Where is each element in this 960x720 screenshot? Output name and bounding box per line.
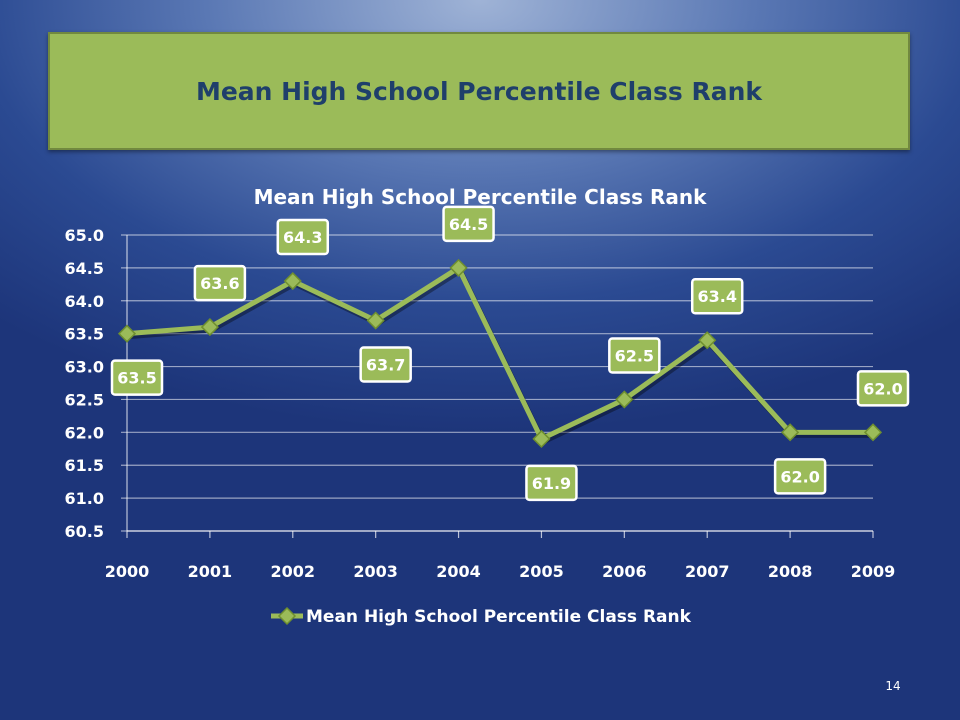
legend-diamond-marker: [277, 606, 297, 626]
y-tick-label: 61.5: [65, 456, 104, 475]
x-tick-label: 2007: [685, 562, 730, 581]
data-point-marker: [117, 324, 137, 343]
data-label: 63.7: [366, 356, 405, 375]
data-point-marker: [200, 318, 219, 337]
y-tick-label: 64.0: [65, 292, 104, 311]
data-label-box: [110, 359, 164, 396]
chart-series: [117, 258, 883, 448]
series-line: [126, 265, 873, 442]
y-tick-label: 63.5: [65, 325, 104, 344]
y-tick-label: 64.5: [65, 259, 104, 278]
y-tick-label: 65.0: [65, 226, 104, 245]
x-tick-label: 2008: [768, 562, 813, 581]
data-label: 62.0: [780, 467, 819, 486]
data-label: 64.3: [283, 228, 322, 247]
data-point-marker: [449, 258, 468, 277]
x-tick-label: 2000: [105, 562, 150, 581]
data-label: 62.5: [615, 346, 654, 365]
x-tick-label: 2001: [188, 562, 233, 581]
chart-grid: [121, 234, 873, 532]
x-tick-label: 2003: [353, 562, 398, 581]
legend-label: Mean High School Percentile Class Rank: [306, 607, 692, 627]
page-number: 14: [885, 679, 901, 693]
data-label-box: [773, 458, 827, 495]
slide-title-banner: Mean High School Percentile Class Rank: [48, 32, 910, 150]
data-point-marker: [698, 331, 717, 350]
x-tick-label: 2002: [271, 562, 316, 581]
data-label-box: [525, 464, 578, 502]
data-label: 63.4: [697, 287, 736, 306]
data-point-marker: [283, 271, 302, 291]
y-tick-label: 60.5: [65, 522, 104, 541]
data-label-box: [442, 205, 495, 243]
data-label: 61.9: [532, 474, 571, 493]
data-label: 63.6: [200, 274, 239, 293]
data-label-box: [193, 264, 247, 302]
data-point-marker: [863, 423, 883, 442]
data-point-marker: [615, 390, 634, 409]
x-tick-label: 2004: [436, 562, 481, 581]
data-label-box: [276, 218, 330, 256]
slide-title: Mean High School Percentile Class Rank: [195, 76, 763, 106]
data-point-marker: [781, 423, 800, 442]
data-label: 64.5: [449, 215, 488, 234]
data-label: 62.0: [863, 379, 902, 398]
chart-legend: Mean High School Percentile Class Rank: [271, 606, 692, 627]
chart-title: Mean High School Percentile Class Rank: [254, 185, 708, 209]
data-label: 63.5: [117, 369, 156, 388]
y-tick-label: 62.5: [65, 390, 104, 409]
y-tick-label: 61.0: [65, 489, 104, 508]
data-label-box: [690, 277, 744, 315]
x-tick-label: 2009: [851, 562, 896, 581]
chart-data-labels: 63.5 63.6 64.3 63.7 64.5 61.9 62.5 63.4 62.0 62.0: [110, 205, 910, 502]
y-tick-label: 63.0: [65, 358, 104, 377]
y-tick-label: 62.0: [65, 423, 104, 442]
data-point-marker: [532, 429, 551, 448]
chart-axes: 60.5 61.0 61.5 62.0 62.5 63.0 63.5 64.0 64.5 65.0…: [65, 226, 896, 581]
data-point-marker: [366, 311, 385, 330]
data-label-box: [608, 337, 661, 374]
data-label-box: [856, 370, 910, 407]
data-label-box: [359, 346, 412, 383]
x-tick-label: 2005: [519, 562, 564, 581]
x-tick-label: 2006: [602, 562, 647, 581]
